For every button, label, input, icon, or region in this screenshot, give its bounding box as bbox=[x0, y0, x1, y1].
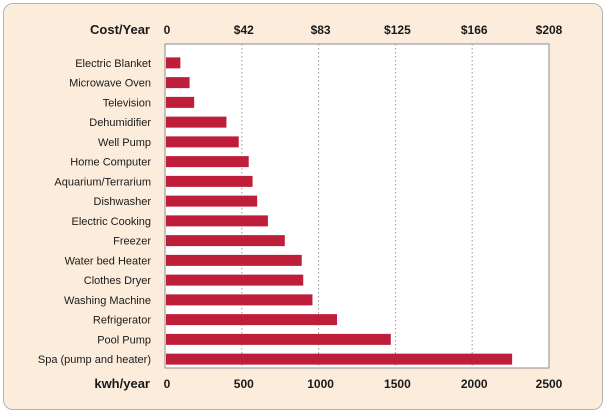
x-tick-label: 2500 bbox=[536, 377, 563, 391]
category-label: Pool Pump bbox=[97, 334, 151, 346]
category-label: Electric Cooking bbox=[72, 216, 151, 228]
bar bbox=[166, 353, 513, 365]
bar bbox=[166, 274, 304, 286]
x-tick-label: 0 bbox=[164, 377, 171, 391]
bar bbox=[166, 195, 258, 207]
category-label: Clothes Dryer bbox=[84, 275, 152, 287]
category-label: Aquarium/Terrarium bbox=[54, 176, 151, 188]
x-tick-label: 1000 bbox=[307, 377, 334, 391]
x-tick-label: 1500 bbox=[384, 377, 411, 391]
category-label: Freezer bbox=[113, 236, 151, 248]
x2-tick-label: 0 bbox=[164, 23, 171, 37]
x2-tick-label: $125 bbox=[384, 23, 411, 37]
category-label: Spa (pump and heater) bbox=[38, 354, 151, 366]
category-label: Dishwasher bbox=[94, 196, 152, 208]
category-label: Water bed Heater bbox=[65, 255, 152, 267]
x-tick-label: 2000 bbox=[461, 377, 488, 391]
category-label: Electric Blanket bbox=[75, 58, 151, 70]
category-label: Television bbox=[103, 97, 151, 109]
x2-tick-label: $166 bbox=[461, 23, 488, 37]
category-label: Well Pump bbox=[98, 137, 151, 149]
top-axis-title: Cost/Year bbox=[90, 22, 150, 37]
bottom-axis-title: kwh/year bbox=[94, 376, 150, 391]
x-tick-label: 500 bbox=[234, 377, 254, 391]
bar bbox=[166, 215, 268, 227]
bar bbox=[166, 57, 181, 69]
tick-labels: 0 0 500 $42 1000 $83 1500 $125 2000 $166 2500 $208 bbox=[164, 23, 563, 391]
bar bbox=[166, 136, 239, 148]
bars bbox=[166, 57, 513, 365]
category-label: Washing Machine bbox=[64, 295, 151, 307]
bar bbox=[166, 333, 391, 345]
bar bbox=[166, 96, 195, 108]
bar bbox=[166, 294, 313, 306]
bar bbox=[166, 77, 190, 89]
bar bbox=[166, 175, 253, 187]
bar bbox=[166, 156, 249, 168]
x2-tick-label: $83 bbox=[311, 23, 331, 37]
x2-tick-label: $208 bbox=[536, 23, 563, 37]
category-label: Home Computer bbox=[70, 157, 151, 169]
category-label: Microwave Oven bbox=[69, 78, 151, 90]
category-label: Dehumidifier bbox=[89, 117, 151, 129]
category-labels: Electric Blanket Microwave Oven Television… bbox=[38, 58, 151, 366]
x2-tick-label: $42 bbox=[234, 23, 254, 37]
bar bbox=[166, 254, 302, 266]
bar bbox=[166, 116, 227, 128]
bar bbox=[166, 314, 338, 326]
category-label: Refrigerator bbox=[93, 315, 151, 327]
bar bbox=[166, 235, 285, 247]
